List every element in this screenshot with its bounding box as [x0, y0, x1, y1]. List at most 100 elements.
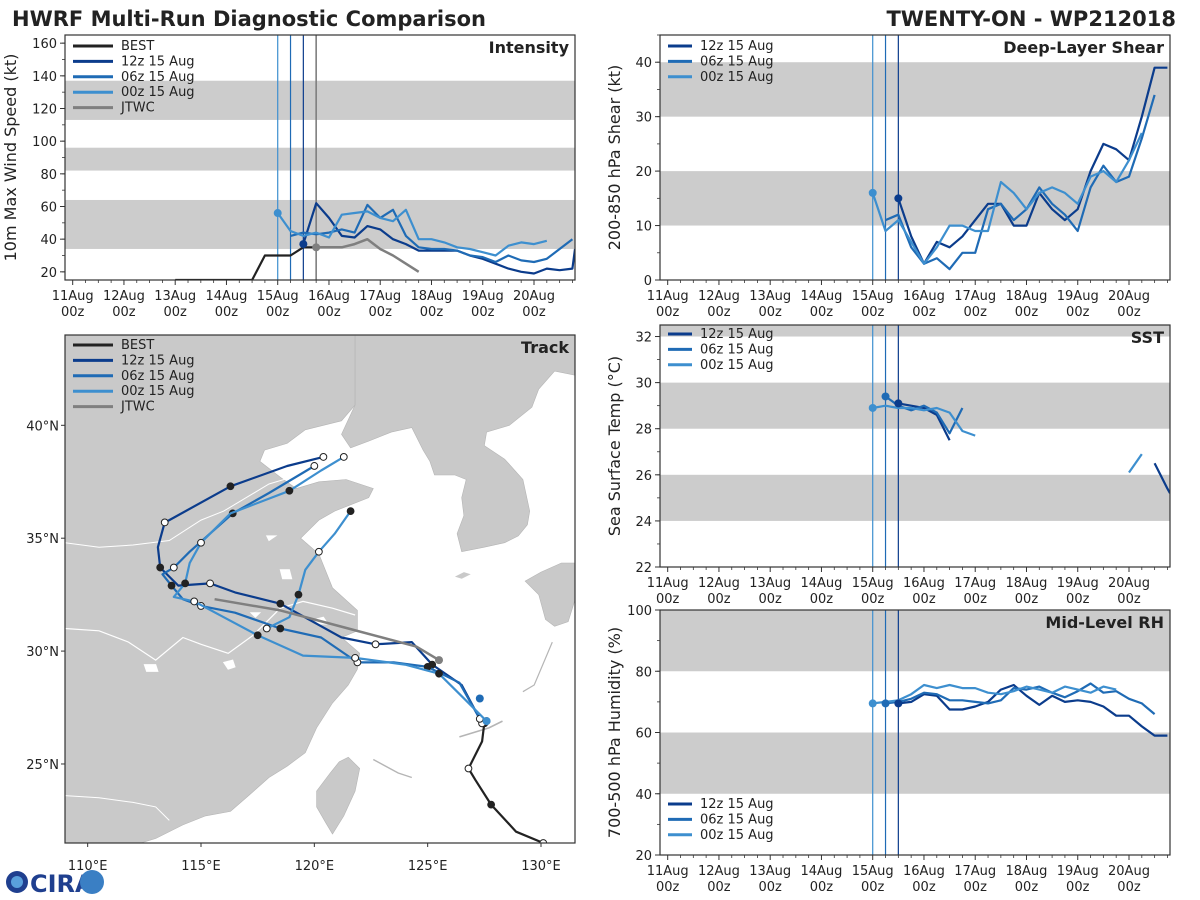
legend-entry-00z-15-aug: 00z 15 Aug: [121, 85, 195, 100]
series-point-00z-15-aug: [868, 699, 877, 708]
series-line-00z-15-aug: [276, 208, 548, 257]
x-tick-label-day: 16Aug: [308, 289, 350, 304]
x-tick-label-hour: 00z: [1066, 592, 1090, 607]
x-tick-label-day: 18Aug: [1006, 576, 1048, 591]
y-tick-label: 28: [635, 423, 652, 438]
y-tick-label: 20: [40, 266, 57, 281]
logo-emblem-icon: [80, 870, 104, 894]
x-tick-label-day: 19Aug: [462, 289, 504, 304]
track-point-12z-15-aug: [226, 482, 235, 491]
legend-entry-06z-15-aug: 06z 15 Aug: [121, 70, 195, 85]
x-tick-label-day: 17Aug: [954, 289, 996, 304]
series-point-12z-15-aug: [894, 194, 903, 203]
lon-tick-label: 120°E: [295, 859, 335, 874]
x-tick-label-day: 15Aug: [852, 289, 894, 304]
y-axis-label: 10m Max Wind Speed (kt): [1, 54, 20, 262]
x-tick-label-day: 19Aug: [1057, 576, 1099, 591]
series-point-06z-15-aug: [881, 699, 890, 708]
track-point-12z-15-aug: [276, 599, 285, 608]
cira-logo: CIRA: [6, 870, 104, 898]
x-tick-label-day: 12Aug: [698, 864, 740, 879]
x-tick-label-day: 15Aug: [852, 864, 894, 879]
lat-tick-label: 35°N: [26, 532, 59, 547]
x-tick-label-hour: 00z: [656, 305, 680, 320]
y-tick-label: 20: [635, 165, 652, 180]
lat-tick-label: 30°N: [26, 645, 59, 660]
track-point-00z-15-aug: [351, 653, 360, 662]
y-tick-label: 24: [635, 515, 652, 530]
legend-entry-00z-15-aug: 00z 15 Aug: [121, 384, 195, 399]
x-tick-label-hour: 00z: [810, 880, 834, 895]
korea-landmass: [341, 335, 575, 553]
legend-entry-12z-15-aug: 12z 15 Aug: [121, 54, 195, 69]
legend-entry-12z-15-aug: 12z 15 Aug: [700, 39, 774, 54]
series-point-12z-15-aug: [894, 399, 903, 408]
x-tick-label-hour: 00z: [656, 592, 680, 607]
x-tick-label-hour: 00z: [1066, 880, 1090, 895]
series-group: [871, 66, 1168, 271]
legend-entry-06z-15-aug: 06z 15 Aug: [700, 812, 774, 827]
legend-entry-00z-15-aug: 00z 15 Aug: [700, 358, 774, 373]
y-tick-label: 0: [644, 274, 652, 289]
series-group: [175, 202, 575, 280]
track-point-00z-15-aug: [253, 631, 262, 640]
axes-frame: [659, 34, 1171, 281]
series-line-jtwc: [316, 237, 420, 273]
track-point-00z-15-aug: [339, 453, 348, 461]
x-tick-label-day: 14Aug: [205, 289, 247, 304]
series-line-00z-15-aug: [1128, 453, 1143, 474]
x-tick-label-day: 14Aug: [800, 289, 842, 304]
lon-tick-label: 125°E: [408, 859, 448, 874]
x-tick-label-hour: 00z: [266, 305, 290, 320]
y-tick-label: 100: [32, 135, 57, 150]
legend-entry-06z-15-aug: 06z 15 Aug: [121, 369, 195, 384]
kyushu-landmass: [524, 562, 575, 627]
x-tick-label-day: 15Aug: [852, 576, 894, 591]
panel-title: SST: [1131, 328, 1164, 347]
yellow-river: [65, 476, 292, 548]
track-line-jtwc: [214, 597, 440, 662]
x-tick-label-day: 15Aug: [257, 289, 299, 304]
track-point-00z-15-aug: [314, 547, 323, 556]
track-start-00z: [482, 717, 491, 726]
series-line-00z-15-aug: [872, 404, 976, 437]
series-line-best: [175, 246, 317, 280]
x-tick-label-day: 13Aug: [154, 289, 196, 304]
y-tick-label: 60: [635, 727, 652, 742]
x-tick-label-hour: 00z: [164, 305, 188, 320]
y-tick-label: 80: [40, 168, 57, 183]
lake: [279, 569, 293, 580]
x-tick-label-hour: 00z: [215, 305, 239, 320]
legend-entry-best: BEST: [121, 338, 154, 353]
legend-entry-jtwc: JTWC: [120, 400, 155, 415]
series-point-12z-15-aug: [894, 699, 903, 708]
track-point-00z-15-aug: [294, 590, 303, 599]
x-tick-label-day: 12Aug: [103, 289, 145, 304]
x-tick-label-hour: 00z: [810, 305, 834, 320]
y-tick-label: 10: [635, 220, 652, 235]
shear-panel: 01020304011Aug00z12Aug00z13Aug00z14Aug00…: [605, 34, 1171, 320]
y-tick-label: 100: [627, 604, 652, 619]
x-tick-label-day: 11Aug: [52, 289, 94, 304]
x-tick-label-hour: 00z: [656, 880, 680, 895]
lake: [222, 659, 236, 670]
x-tick-label-hour: 00z: [1066, 305, 1090, 320]
map-frame: [64, 334, 576, 844]
y-axis-label: 200-850 hPa Shear (kt): [605, 65, 624, 251]
shaded-band: [65, 147, 575, 171]
legend-entry-06z-15-aug: 06z 15 Aug: [700, 54, 774, 69]
ryukyu-islands: [372, 758, 413, 779]
x-tick-label-day: 12Aug: [698, 576, 740, 591]
shaded-band: [660, 325, 1170, 337]
x-tick-label-hour: 00z: [1117, 880, 1141, 895]
x-tick-label-hour: 00z: [420, 305, 444, 320]
track-point-06z-15-aug: [169, 563, 178, 572]
x-tick-label-day: 20Aug: [1108, 289, 1150, 304]
lake: [265, 535, 278, 542]
series-point-06z-15-aug: [881, 392, 890, 401]
legend-entry-00z-15-aug: 00z 15 Aug: [700, 70, 774, 85]
x-tick-label-day: 18Aug: [1006, 864, 1048, 879]
shaded-band: [660, 62, 1170, 117]
series-point-00z-15-aug: [868, 188, 877, 197]
